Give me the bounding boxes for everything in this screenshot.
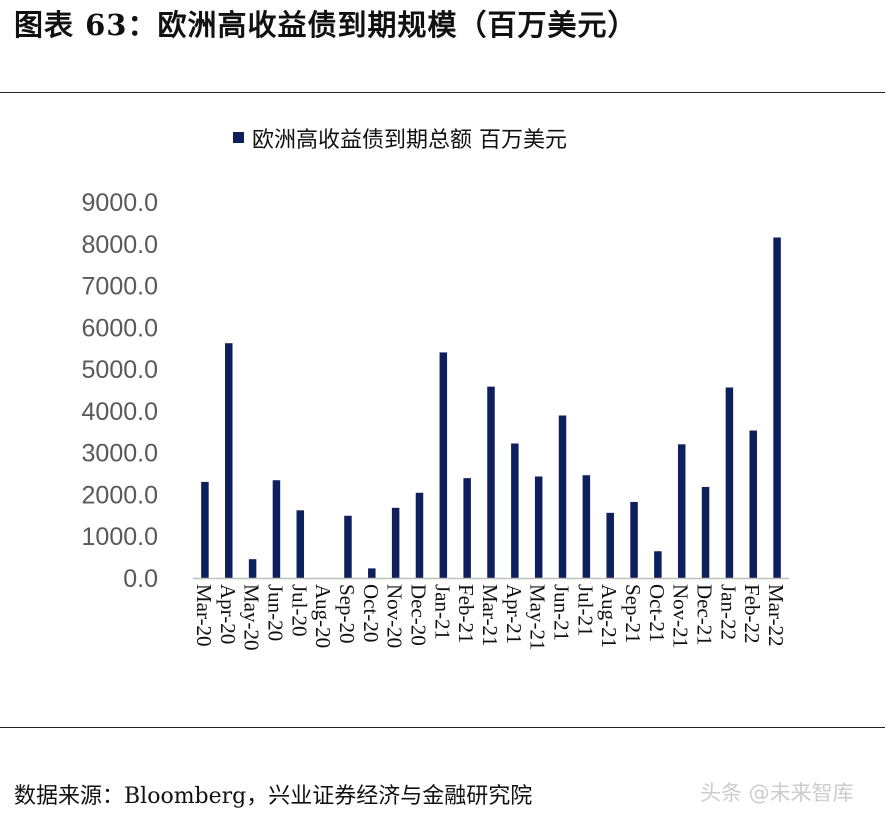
bar: [558, 415, 567, 578]
bar: [582, 475, 591, 578]
source-note: 数据来源：Bloomberg，兴业证券经济与金融研究院: [14, 784, 533, 809]
bar: [630, 501, 638, 578]
bar: [225, 343, 233, 578]
x-tick-label: Jan-22: [716, 584, 740, 640]
bar: [725, 387, 734, 578]
y-tick-label: 5000.0: [82, 356, 158, 384]
x-tick-label: May-21: [526, 584, 550, 651]
bars: [201, 237, 781, 578]
bar: [201, 481, 209, 578]
bottom-rule: [0, 727, 885, 728]
bar: [368, 568, 376, 578]
x-axis: Mar-20 Apr-20 May-20 Jun-20 Jul-20 Aug-20 Sep-…: [192, 584, 788, 651]
x-tick-label: Apr-20: [216, 584, 240, 644]
x-tick-label: Feb-21: [454, 584, 478, 644]
legend: 欧洲高收益债到期总额 百万美元: [233, 128, 567, 153]
bar: [677, 444, 686, 578]
x-tick-label: Sep-21: [621, 584, 645, 644]
bar: [701, 486, 710, 578]
x-tick-label: Nov-20: [383, 584, 407, 648]
x-tick-label: Apr-21: [502, 584, 526, 644]
x-tick-label: Dec-20: [406, 584, 430, 646]
bar: [344, 515, 352, 578]
bar: [439, 352, 448, 578]
y-tick-label: 9000.0: [82, 189, 158, 217]
x-tick-label: May-20: [240, 584, 264, 651]
x-tick-label: Jun-20: [263, 584, 287, 641]
bar: [296, 510, 305, 578]
y-tick-label: 2000.0: [82, 481, 158, 509]
y-tick-label: 3000.0: [82, 440, 158, 468]
bar: [773, 237, 781, 578]
bar-chart: 欧洲高收益债到期总额 百万美元 0.0 1000.0 2000.0 3000.0 400…: [82, 128, 789, 651]
x-tick-label: Oct-21: [645, 584, 669, 642]
watermark: 头条 @未来智库: [700, 781, 854, 805]
figure-title: 图表 63：欧洲高收益债到期规模（百万美元）: [14, 8, 638, 42]
x-tick-label: Feb-22: [740, 584, 764, 644]
bar: [463, 478, 471, 578]
bar: [654, 551, 662, 578]
x-tick-label: Dec-21: [693, 584, 717, 646]
legend-label: 欧洲高收益债到期总额 百万美元: [252, 128, 567, 153]
x-tick-label: Mar-20: [192, 584, 216, 647]
bar: [749, 430, 757, 578]
x-tick-label: Nov-21: [669, 584, 693, 648]
legend-swatch: [233, 132, 244, 143]
x-tick-label: Jan-21: [430, 584, 454, 640]
bar: [487, 386, 495, 578]
y-tick-label: 8000.0: [82, 231, 158, 259]
y-axis: 0.0 1000.0 2000.0 3000.0 4000.0 5000.0 6000.0 7…: [82, 189, 158, 593]
bar: [606, 512, 614, 578]
y-tick-label: 7000.0: [82, 273, 158, 301]
bar: [272, 480, 281, 578]
x-tick-label: Jul-21: [573, 584, 597, 637]
bar: [391, 507, 400, 578]
top-rule: [0, 92, 885, 93]
x-tick-label: Aug-20: [311, 584, 335, 648]
y-tick-label: 4000.0: [82, 398, 158, 426]
y-tick-label: 0.0: [123, 565, 158, 593]
x-tick-label: Sep-20: [335, 584, 359, 644]
bar: [534, 476, 543, 578]
x-tick-label: Oct-20: [359, 584, 383, 642]
bar: [415, 492, 424, 578]
x-tick-label: Mar-22: [764, 584, 788, 647]
x-tick-label: Mar-21: [478, 584, 502, 647]
x-tick-label: Jun-21: [550, 584, 574, 641]
bar: [248, 559, 257, 578]
x-tick-label: Aug-21: [597, 584, 621, 648]
bar: [511, 443, 519, 578]
y-tick-label: 1000.0: [82, 523, 158, 551]
x-tick-label: Jul-20: [287, 584, 311, 637]
y-tick-label: 6000.0: [82, 314, 158, 342]
